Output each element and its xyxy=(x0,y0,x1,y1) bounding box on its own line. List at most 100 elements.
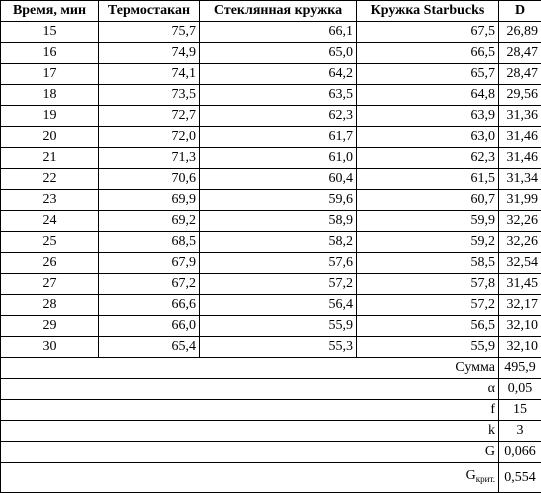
cell-time[interactable]: 18 xyxy=(1,85,99,106)
cell-thermos[interactable]: 69,9 xyxy=(99,190,200,211)
cell-starbucks[interactable]: 62,3 xyxy=(357,148,499,169)
cell-time[interactable]: 24 xyxy=(1,211,99,232)
cell-d[interactable]: 28,47 xyxy=(499,64,541,85)
cell-glass[interactable]: 66,1 xyxy=(200,22,357,43)
cell-glass[interactable]: 56,4 xyxy=(200,295,357,316)
cell-starbucks[interactable]: 65,7 xyxy=(357,64,499,85)
cell-starbucks[interactable]: 63,9 xyxy=(357,106,499,127)
cell-starbucks[interactable]: 63,0 xyxy=(357,127,499,148)
cell-d[interactable]: 29,56 xyxy=(499,85,541,106)
cell-starbucks[interactable]: 55,9 xyxy=(357,337,499,358)
cell-d[interactable]: 31,36 xyxy=(499,106,541,127)
cell-glass[interactable]: 57,6 xyxy=(200,253,357,274)
cell-thermos[interactable]: 74,1 xyxy=(99,64,200,85)
cell-d[interactable]: 32,17 xyxy=(499,295,541,316)
cell-d[interactable]: 31,46 xyxy=(499,127,541,148)
cell-thermos[interactable]: 69,2 xyxy=(99,211,200,232)
cell-glass[interactable]: 61,0 xyxy=(200,148,357,169)
cell-time[interactable]: 22 xyxy=(1,169,99,190)
cell-d[interactable]: 32,10 xyxy=(499,337,541,358)
cell-starbucks[interactable]: 59,9 xyxy=(357,211,499,232)
cell-time[interactable]: 28 xyxy=(1,295,99,316)
cell-time[interactable]: 30 xyxy=(1,337,99,358)
cell-glass[interactable]: 60,4 xyxy=(200,169,357,190)
cell-glass[interactable]: 62,3 xyxy=(200,106,357,127)
gcrit-label[interactable]: Gкрит. xyxy=(1,463,499,493)
cell-thermos[interactable]: 67,9 xyxy=(99,253,200,274)
cell-thermos[interactable]: 68,5 xyxy=(99,232,200,253)
cell-glass[interactable]: 58,2 xyxy=(200,232,357,253)
cell-glass[interactable]: 64,2 xyxy=(200,64,357,85)
cell-thermos[interactable]: 66,6 xyxy=(99,295,200,316)
header-d[interactable]: D xyxy=(499,1,541,22)
cell-starbucks[interactable]: 60,7 xyxy=(357,190,499,211)
cell-starbucks[interactable]: 66,5 xyxy=(357,43,499,64)
cell-time[interactable]: 29 xyxy=(1,316,99,337)
cell-starbucks[interactable]: 58,5 xyxy=(357,253,499,274)
cell-d[interactable]: 28,47 xyxy=(499,43,541,64)
cell-glass[interactable]: 59,6 xyxy=(200,190,357,211)
summary-label[interactable]: G xyxy=(1,442,499,463)
cell-glass[interactable]: 65,0 xyxy=(200,43,357,64)
cell-starbucks[interactable]: 57,2 xyxy=(357,295,499,316)
cell-glass[interactable]: 58,9 xyxy=(200,211,357,232)
cell-time[interactable]: 20 xyxy=(1,127,99,148)
cell-starbucks[interactable]: 56,5 xyxy=(357,316,499,337)
cell-thermos[interactable]: 67,2 xyxy=(99,274,200,295)
header-time[interactable]: Время, мин xyxy=(1,1,99,22)
cell-glass[interactable]: 55,9 xyxy=(200,316,357,337)
cell-d[interactable]: 32,26 xyxy=(499,211,541,232)
cell-starbucks[interactable]: 59,2 xyxy=(357,232,499,253)
cell-time[interactable]: 23 xyxy=(1,190,99,211)
cell-d[interactable]: 31,34 xyxy=(499,169,541,190)
cell-time[interactable]: 19 xyxy=(1,106,99,127)
summary-value[interactable]: 0,066 xyxy=(499,442,541,463)
cell-d[interactable]: 32,54 xyxy=(499,253,541,274)
summary-label[interactable]: f xyxy=(1,400,499,421)
cell-d[interactable]: 31,99 xyxy=(499,190,541,211)
header-thermos[interactable]: Термостакан xyxy=(99,1,200,22)
summary-label[interactable]: k xyxy=(1,421,499,442)
cell-d[interactable]: 32,10 xyxy=(499,316,541,337)
cell-starbucks[interactable]: 64,8 xyxy=(357,85,499,106)
cell-starbucks[interactable]: 61,5 xyxy=(357,169,499,190)
cell-thermos[interactable]: 74,9 xyxy=(99,43,200,64)
summary-value[interactable]: 0,05 xyxy=(499,379,541,400)
header-glass[interactable]: Стеклянная кружка xyxy=(200,1,357,22)
cell-thermos[interactable]: 71,3 xyxy=(99,148,200,169)
gcrit-value[interactable]: 0,554 xyxy=(499,463,541,493)
cell-thermos[interactable]: 66,0 xyxy=(99,316,200,337)
cell-glass[interactable]: 57,2 xyxy=(200,274,357,295)
summary-value[interactable]: 15 xyxy=(499,400,541,421)
cell-time[interactable]: 27 xyxy=(1,274,99,295)
summary-label[interactable]: Сумма xyxy=(1,358,499,379)
header-starbucks[interactable]: Кружка Starbucks xyxy=(357,1,499,22)
cell-glass[interactable]: 61,7 xyxy=(200,127,357,148)
cell-d[interactable]: 31,45 xyxy=(499,274,541,295)
cell-time[interactable]: 16 xyxy=(1,43,99,64)
cell-thermos[interactable]: 65,4 xyxy=(99,337,200,358)
cell-thermos[interactable]: 70,6 xyxy=(99,169,200,190)
summary-label[interactable]: α xyxy=(1,379,499,400)
cell-glass[interactable]: 55,3 xyxy=(200,337,357,358)
cell-thermos[interactable]: 73,5 xyxy=(99,85,200,106)
summary-value[interactable]: 495,9 xyxy=(499,358,541,379)
cell-time[interactable]: 26 xyxy=(1,253,99,274)
cell-starbucks[interactable]: 67,5 xyxy=(357,22,499,43)
cell-d[interactable]: 32,26 xyxy=(499,232,541,253)
cell-time[interactable]: 15 xyxy=(1,22,99,43)
cell-d[interactable]: 26,89 xyxy=(499,22,541,43)
cell-d[interactable]: 31,46 xyxy=(499,148,541,169)
cell-starbucks[interactable]: 57,8 xyxy=(357,274,499,295)
summary-value[interactable]: 3 xyxy=(499,421,541,442)
cell-time[interactable]: 21 xyxy=(1,148,99,169)
cell-time[interactable]: 17 xyxy=(1,64,99,85)
cell-thermos[interactable]: 75,7 xyxy=(99,22,200,43)
cell-glass[interactable]: 63,5 xyxy=(200,85,357,106)
cell-time[interactable]: 25 xyxy=(1,232,99,253)
cell-thermos[interactable]: 72,0 xyxy=(99,127,200,148)
cell-thermos[interactable]: 72,7 xyxy=(99,106,200,127)
